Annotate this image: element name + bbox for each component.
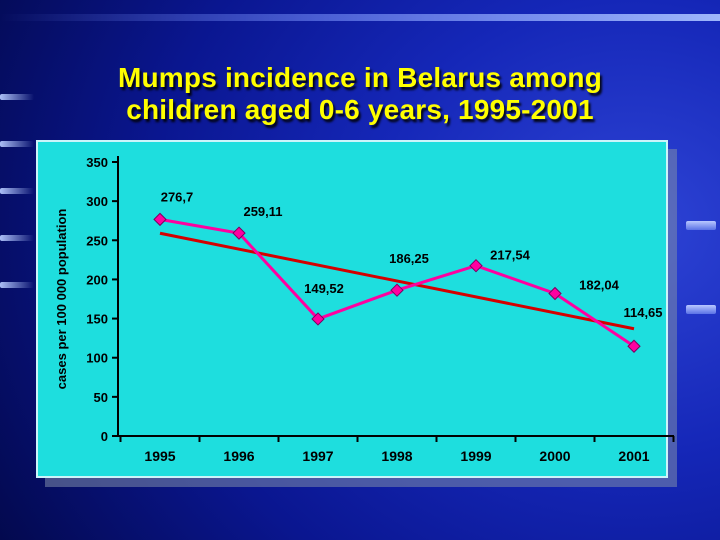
x-axis-tick-label: 2001 bbox=[618, 448, 649, 464]
x-axis-tick-label: 1995 bbox=[144, 448, 175, 464]
y-axis-tick-label: 200 bbox=[86, 272, 108, 287]
series-line bbox=[159, 217, 635, 348]
slide-title-line-1: Mumps incidence in Belarus among bbox=[117, 62, 603, 93]
data-point-label: 259,11 bbox=[243, 204, 282, 219]
data-point-label: 217,54 bbox=[490, 248, 531, 263]
x-axis-tick-label: 1999 bbox=[460, 448, 491, 464]
data-point-label: 276,7 bbox=[161, 189, 194, 204]
y-axis-tick-label: 50 bbox=[94, 390, 108, 405]
y-axis-tick-label: 100 bbox=[86, 351, 108, 366]
data-point-marker bbox=[390, 283, 404, 297]
data-point-marker bbox=[627, 339, 641, 353]
y-axis-title: cases per 100 000 population bbox=[54, 209, 69, 390]
y-axis-tick-label: 150 bbox=[86, 312, 108, 327]
data-point-label: 186,25 bbox=[389, 251, 429, 266]
decorative-stripe bbox=[0, 188, 34, 194]
x-axis-tick-label: 1996 bbox=[223, 448, 254, 464]
data-point-marker bbox=[232, 226, 246, 240]
x-axis-tick-label: 1998 bbox=[381, 448, 412, 464]
data-point-marker bbox=[469, 258, 483, 273]
decorative-stripe bbox=[0, 94, 34, 100]
decorative-stripe bbox=[0, 141, 34, 147]
data-point-label: 182,04 bbox=[579, 277, 620, 292]
decorative-stripe bbox=[0, 282, 34, 288]
slide-title-line-2: children aged 0-6 years, 1995-2001 bbox=[126, 93, 594, 125]
y-axis-tick-label: 0 bbox=[101, 429, 108, 444]
decorative-stripe bbox=[0, 235, 34, 241]
y-axis-tick-label: 300 bbox=[86, 194, 108, 209]
decorative-bar-right bbox=[686, 221, 716, 230]
data-point-marker bbox=[311, 312, 325, 326]
x-axis-tick-label: 2000 bbox=[539, 448, 570, 464]
mumps-incidence-line-chart: 0 50 100 150 200 250 300 350 1995 1996 1997 1998 199… bbox=[54, 155, 675, 464]
chart-panel: 0 50 100 150 200 250 300 350 1995 1996 1997 1998 199… bbox=[36, 140, 675, 478]
slide-title: Mumps incidence in Belarus among childre… bbox=[55, 62, 665, 125]
data-point-marker bbox=[153, 212, 167, 227]
data-point-label: 114,65 bbox=[623, 305, 662, 320]
decorative-top-band bbox=[0, 14, 720, 21]
data-point-marker bbox=[548, 286, 562, 301]
y-axis-tick-label: 250 bbox=[86, 233, 108, 248]
decorative-bar-right bbox=[686, 305, 716, 314]
x-axis-tick-label: 1997 bbox=[302, 448, 333, 464]
y-axis-tick-label: 350 bbox=[86, 155, 108, 170]
trend-line bbox=[159, 231, 635, 331]
data-point-label: 149,52 bbox=[304, 281, 344, 296]
